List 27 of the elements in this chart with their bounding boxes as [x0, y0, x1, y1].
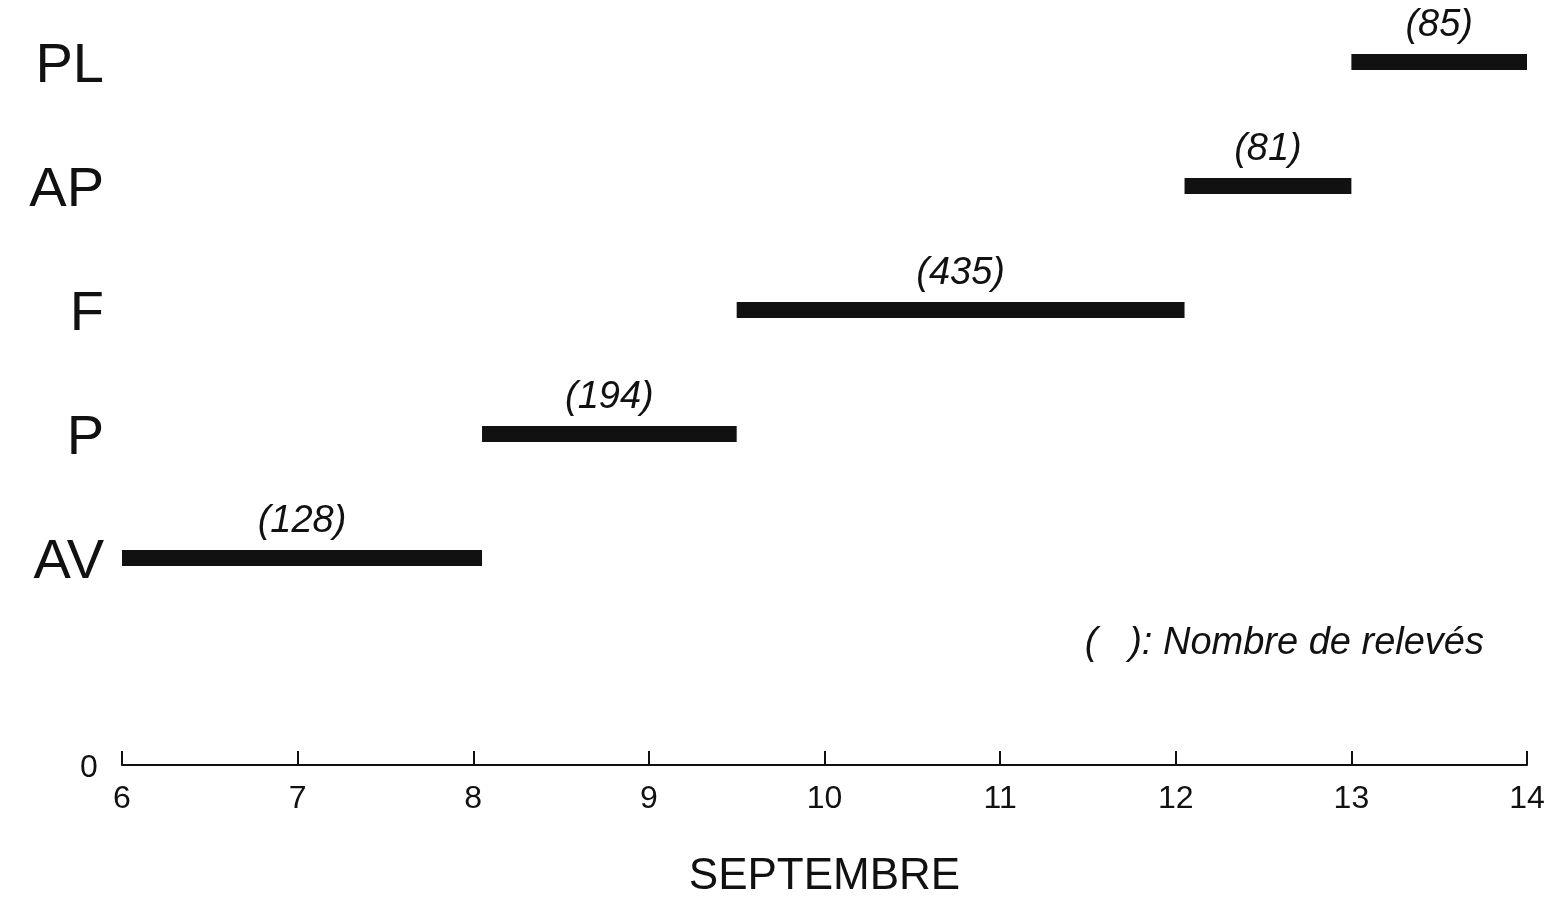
y-tick-label: PL	[35, 30, 104, 94]
x-axis-title: SEPTEMBRE	[688, 848, 961, 898]
annotation: (81)	[1234, 126, 1302, 168]
x-tick-label: 11	[983, 779, 1017, 815]
y-tick-label: F	[69, 278, 104, 342]
y-tick-label: AP	[29, 154, 104, 218]
x-tick-label: 12	[1157, 779, 1194, 815]
bar	[482, 426, 737, 442]
bar	[736, 302, 1185, 318]
x-tick-label: 14	[1509, 779, 1545, 815]
x-tick-label: 9	[639, 779, 658, 815]
bar	[122, 550, 483, 566]
annotation: (85)	[1405, 2, 1473, 44]
x-tick-label: 7	[288, 779, 307, 815]
bar	[1351, 54, 1527, 70]
x-tick-label: 6	[113, 779, 131, 815]
annotation: (194)	[565, 374, 654, 416]
y-tick-label: P	[66, 402, 104, 466]
annotation: ( ): Nombre de relevés	[1084, 620, 1485, 662]
x-tick-label: 10	[806, 779, 843, 815]
annotation: (435)	[916, 250, 1005, 292]
x-tick-label: 8	[464, 779, 483, 815]
text: 0	[80, 748, 98, 784]
bar	[1184, 178, 1352, 194]
annotation: (128)	[257, 498, 347, 540]
x-tick-label: 13	[1333, 779, 1370, 815]
y-tick-label: AV	[33, 526, 105, 590]
